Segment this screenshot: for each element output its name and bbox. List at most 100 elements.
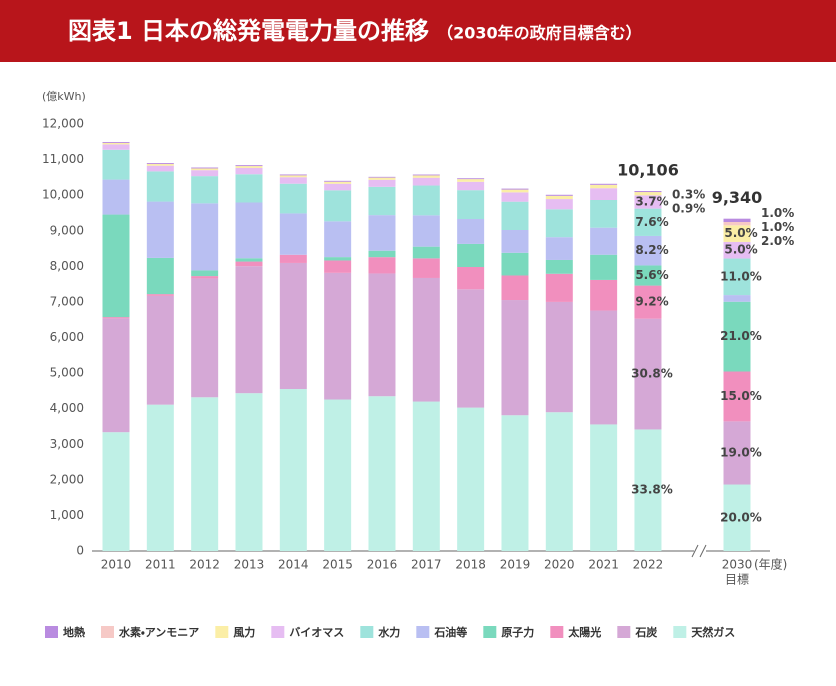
x-tick-label: 2014 [278, 558, 309, 572]
bar-segment [368, 179, 396, 187]
bar-segment [545, 237, 573, 260]
bar-segment [457, 179, 485, 182]
bar-segment [235, 165, 263, 167]
bar-segment [590, 279, 618, 311]
bar-segment [412, 177, 440, 186]
share-label: 11.0% [720, 269, 762, 283]
y-tick-label: 7,000 [50, 294, 84, 308]
break-line [691, 544, 699, 558]
bar-segment [412, 185, 440, 216]
bar-segment [590, 254, 618, 280]
chart-subtitle: （2030年の政府目標含む） [437, 24, 642, 43]
bar-segment [146, 201, 174, 258]
total-label: 9,340 [712, 188, 763, 207]
bar-segment [146, 163, 174, 165]
bar-segment [146, 295, 174, 405]
bar-segment [545, 301, 573, 413]
break-line [699, 544, 707, 558]
bar-segment [634, 318, 662, 430]
x-axis-label: (年度) [754, 558, 787, 572]
y-tick-label: 12,000 [42, 117, 84, 131]
bar-segment [590, 188, 618, 201]
bar-segment [235, 167, 263, 175]
share-label: 8.2% [635, 243, 668, 257]
bar-segment [191, 167, 219, 169]
x-tick-label: 2030 [722, 558, 753, 572]
bar-segment [324, 180, 352, 182]
bar-segment [545, 195, 573, 200]
bar-segment [191, 270, 219, 277]
bar-segment [146, 404, 174, 551]
bar-segment [324, 399, 352, 551]
bar-segment [723, 241, 751, 259]
bar-segment [501, 230, 529, 253]
bar-segment [368, 273, 396, 397]
x-tick-label: 2017 [411, 558, 442, 572]
bar-segment [723, 301, 751, 372]
x-tick-label: 2010 [101, 558, 132, 572]
bar-segment [102, 149, 130, 180]
legend-swatch [673, 626, 687, 638]
y-tick-label: 10,000 [42, 188, 84, 202]
x-tick-label: 2016 [367, 558, 398, 572]
legend-label: 水力 [377, 625, 400, 639]
bar-segment [457, 178, 485, 180]
share-label: 0.9% [672, 202, 705, 216]
bar-segment [634, 235, 662, 266]
x-tick-label: 2022 [633, 558, 664, 572]
bar-segment [324, 272, 352, 400]
bar-segment [324, 181, 352, 184]
bar-segment [723, 221, 751, 226]
bar-segment [501, 188, 529, 190]
bar-segment [723, 258, 751, 296]
bar-segment [634, 195, 662, 209]
bar-segment [501, 300, 529, 416]
legend-swatch [360, 626, 374, 638]
y-tick-label: 6,000 [50, 330, 84, 344]
bar-segment [634, 265, 662, 286]
bar-segment [235, 258, 263, 262]
bar-segment [235, 166, 263, 168]
bar-segment [191, 276, 219, 279]
legend-label: 地熱 [63, 625, 85, 639]
bar-segment [501, 275, 529, 301]
bar-segment [634, 429, 662, 551]
y-tick-label: 11,000 [42, 152, 84, 166]
bar-segment [102, 144, 130, 150]
share-label: 7.6% [635, 215, 668, 229]
y-tick-label: 2,000 [50, 472, 84, 486]
y-tick-label: 4,000 [50, 401, 84, 415]
share-label: 1.0% [761, 206, 794, 220]
bar-segment [191, 170, 219, 177]
bar-segment [412, 215, 440, 247]
bar-segment [501, 189, 529, 193]
bar-segment [146, 257, 174, 295]
bar-segment [235, 202, 263, 259]
share-label: 2.0% [761, 234, 794, 248]
share-label: 0.3% [672, 188, 705, 202]
bar-segment [102, 142, 130, 145]
bar-segment [146, 294, 174, 296]
legend-swatch [101, 626, 114, 638]
bar-segment [279, 213, 307, 255]
target-label: 目標 [725, 573, 749, 587]
bar-segment [102, 179, 130, 215]
bar-segment [191, 176, 219, 204]
share-label: 20.0% [720, 510, 762, 524]
legend-swatch [550, 626, 564, 638]
bar-segment [545, 273, 573, 302]
bar-segment [457, 267, 485, 290]
bar-segment [723, 484, 751, 551]
legend-label: 太陽光 [567, 625, 601, 639]
bar-segment [590, 184, 618, 189]
legend-label: 水素・アンモニア [118, 625, 199, 639]
bar-segment [723, 218, 751, 222]
header-bar [0, 0, 836, 62]
bar-segment [102, 142, 130, 143]
legend-swatch [271, 626, 285, 638]
legend-label: 石油等 [433, 625, 467, 639]
bar-segment [590, 200, 618, 228]
bar-segment [501, 201, 529, 231]
